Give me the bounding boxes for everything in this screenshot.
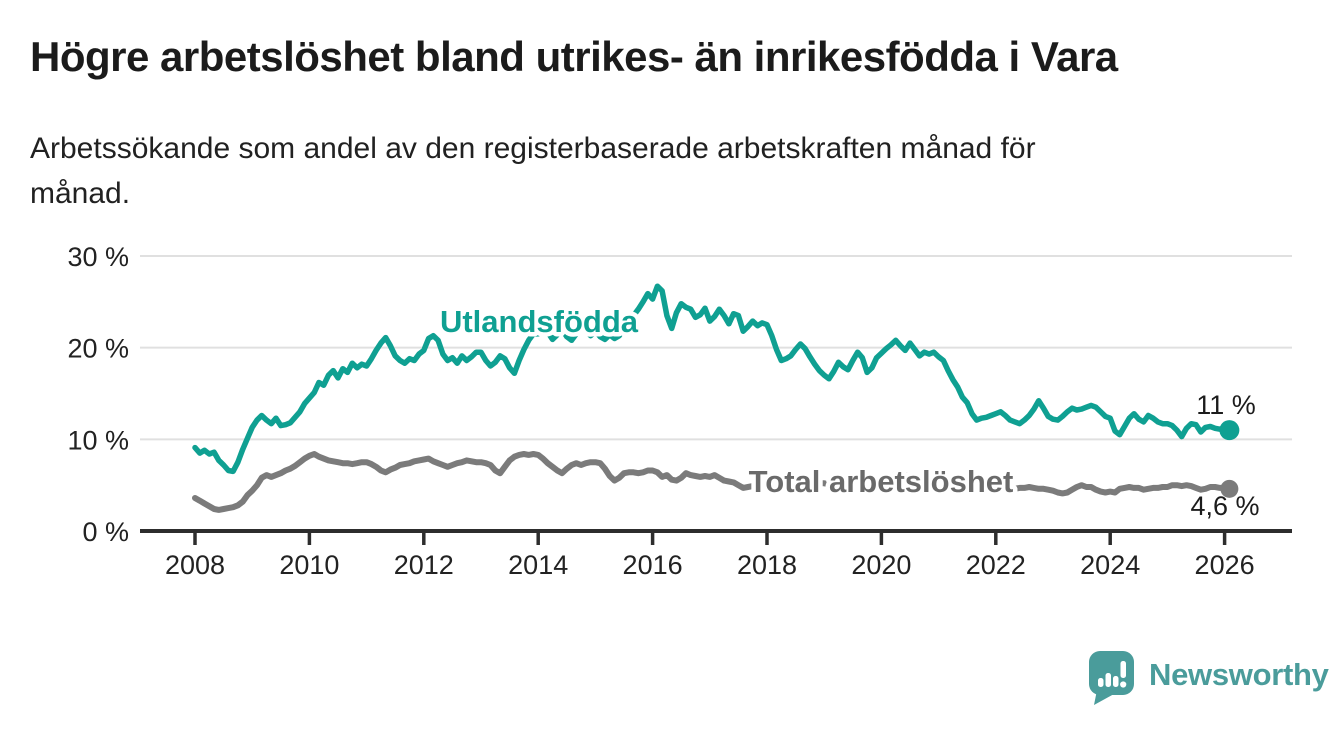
unemployment-line-chart: 30 % 20 % 10 % 0 % 2008 2010 2012 2014 2016 2018…	[67, 242, 1292, 580]
x-tick-label-2018: 2018	[737, 550, 797, 580]
x-tick-label-2008: 2008	[165, 550, 225, 580]
x-tick-label-2016: 2016	[623, 550, 683, 580]
series-label-utlandsfodda: Utlandsfödda	[440, 304, 639, 339]
chart-subtitle: Arbetssökande som andel av den registerb…	[30, 126, 1230, 216]
subtitle-line-1: Arbetssökande som andel av den registerb…	[30, 132, 1036, 165]
end-value-label-utlandsfodda: 11 %	[1196, 390, 1256, 420]
x-tick-label-2012: 2012	[394, 550, 454, 580]
series-label-total-arbetsloshet: Total arbetslöshet	[749, 464, 1014, 499]
end-dot-utlandsfodda	[1219, 420, 1240, 441]
x-tick-label-2026: 2026	[1195, 550, 1255, 580]
y-tick-label-20: 20 %	[67, 334, 129, 364]
end-dot-total-arbetsloshet	[1220, 479, 1239, 498]
x-axis-labels: 2008 2010 2012 2014 2016 2018 2020 2022 2024 2026	[165, 550, 1255, 580]
y-tick-label-0: 0 %	[82, 517, 129, 547]
newsworthy-wordmark: Newsworthy	[1149, 657, 1329, 692]
subtitle-line-2: månad.	[30, 177, 131, 210]
end-value-label-total: 4,6 %	[1190, 491, 1259, 521]
x-tick-label-2024: 2024	[1080, 550, 1140, 580]
series-lines	[192, 283, 1233, 513]
y-gridlines	[140, 254, 1292, 441]
x-tick-label-2020: 2020	[851, 550, 911, 580]
newsworthy-logo: Newsworthy	[1088, 650, 1329, 706]
line-total-arbetsloshet	[192, 451, 1233, 513]
x-tick-label-2010: 2010	[279, 550, 339, 580]
y-axis-labels: 30 % 20 % 10 % 0 %	[67, 242, 129, 547]
x-tick-label-2014: 2014	[508, 550, 568, 580]
line-utlandsfodda	[192, 283, 1233, 475]
page-title: Högre arbetslöshet bland utrikes- än inr…	[30, 33, 1118, 80]
x-axis	[140, 529, 1292, 545]
x-tick-label-2022: 2022	[966, 550, 1026, 580]
y-tick-label-10: 10 %	[67, 425, 129, 455]
series-end-dots	[1219, 420, 1240, 498]
y-tick-label-30: 30 %	[67, 242, 129, 272]
newsworthy-icon	[1089, 651, 1134, 705]
